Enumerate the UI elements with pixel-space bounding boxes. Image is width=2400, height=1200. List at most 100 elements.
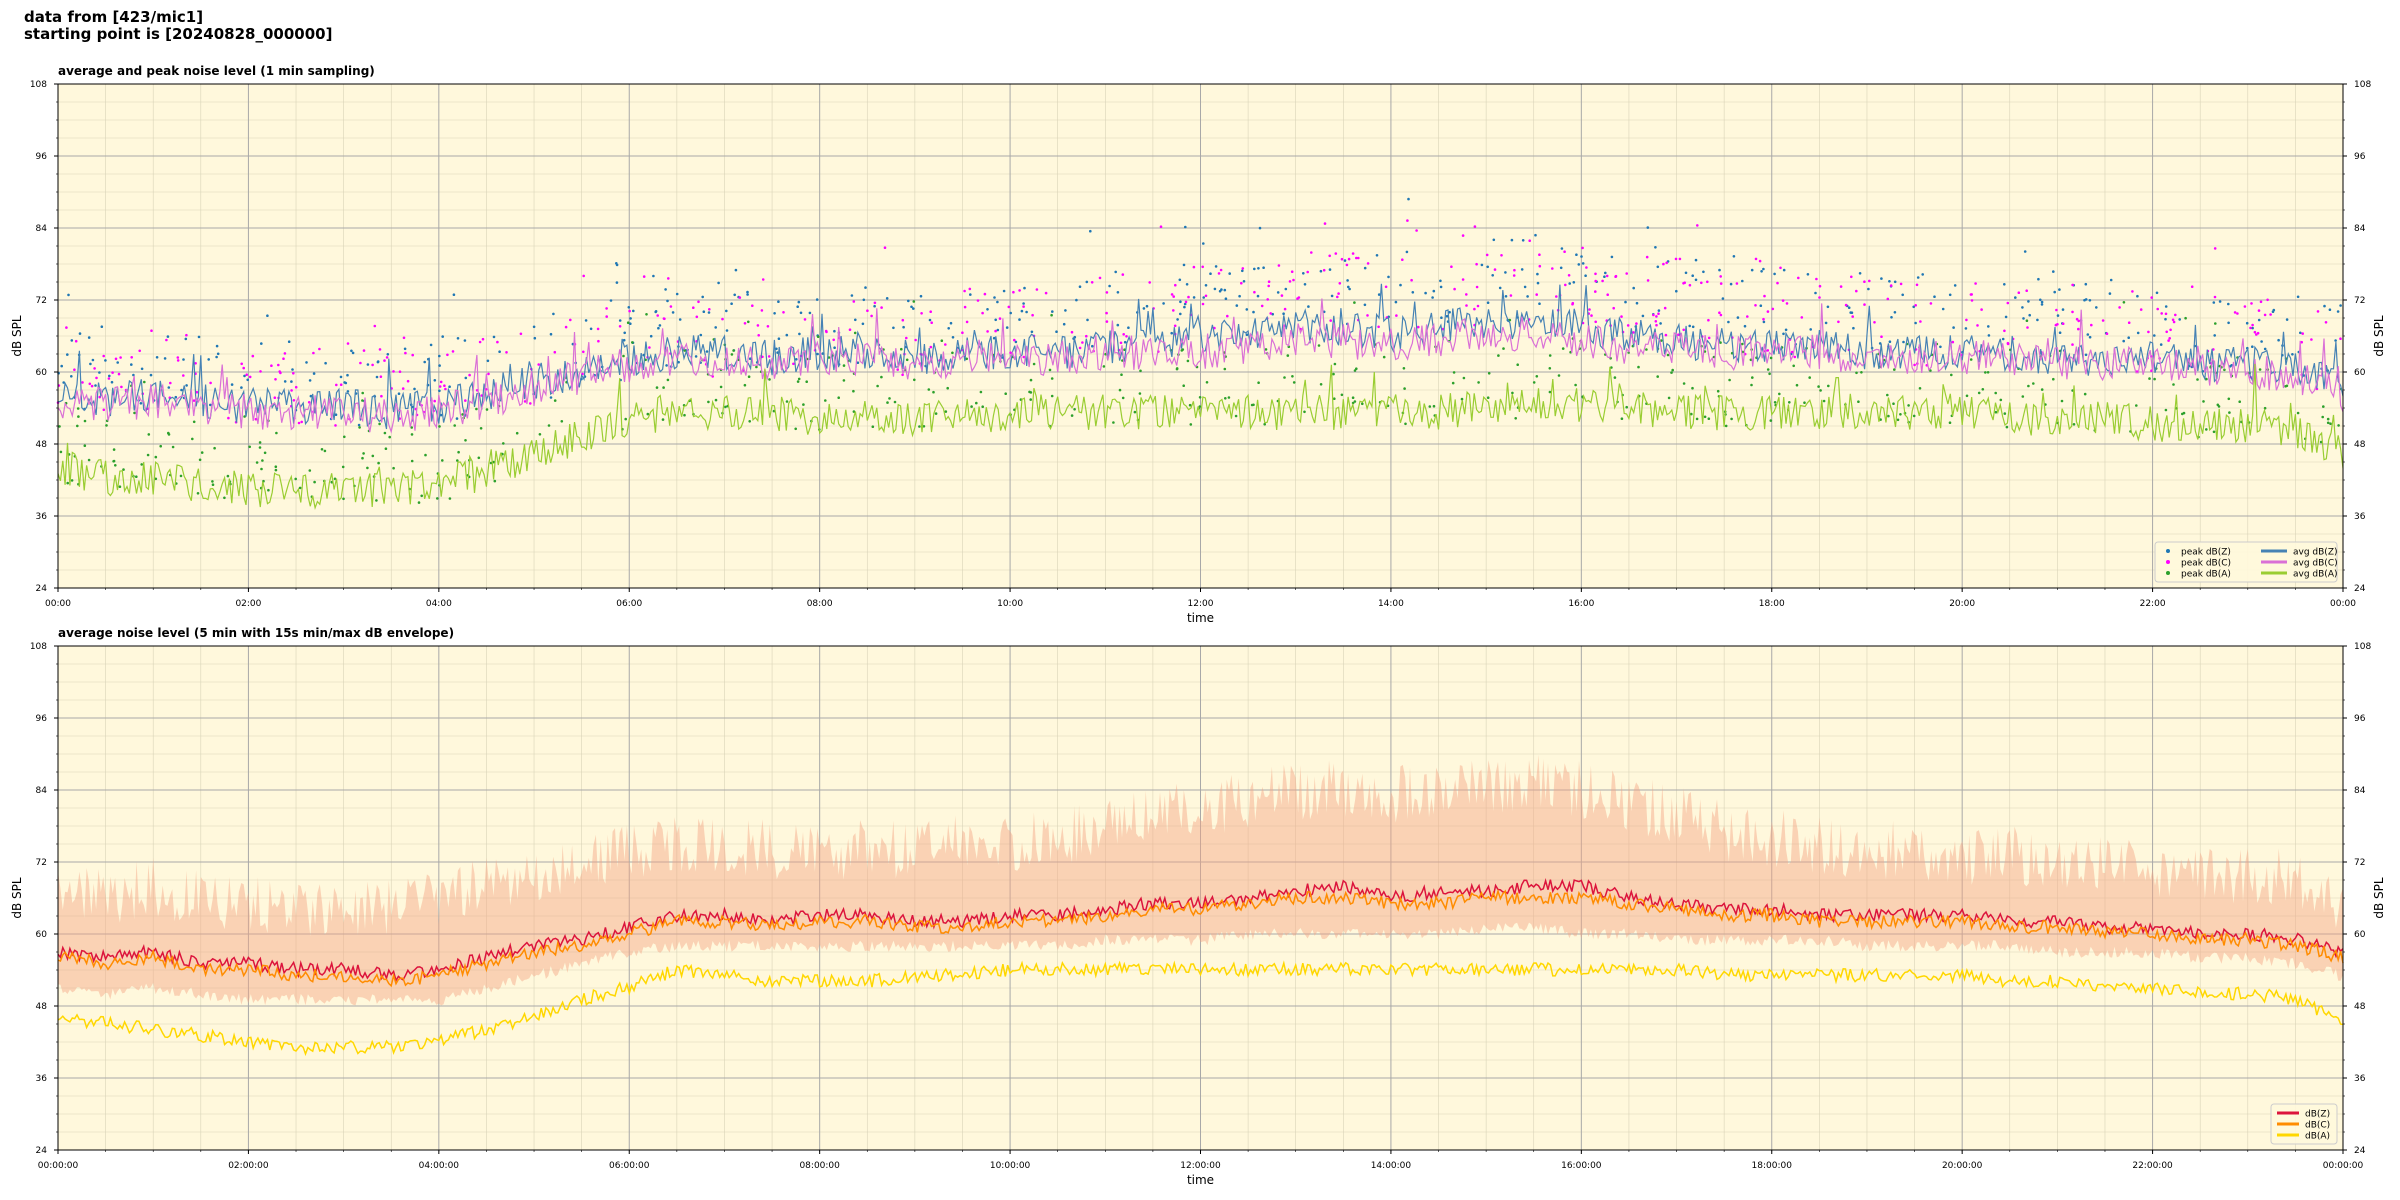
peak-point (346, 342, 350, 345)
peak-point (1564, 283, 1567, 287)
peak-point (401, 387, 405, 390)
x-tick-label: 04:00:00 (419, 1161, 460, 1171)
peak-point (1465, 293, 1468, 296)
peak-point (1351, 252, 1355, 255)
peak-point (714, 398, 718, 402)
peak-point (1523, 285, 1527, 289)
peak-point (211, 483, 215, 487)
line-series-4 (57, 283, 2344, 430)
peak-point (1969, 358, 1973, 361)
peak-point (1122, 333, 1125, 336)
peak-point (2263, 313, 2267, 317)
peak-point (1256, 294, 1260, 298)
peak-point (397, 392, 401, 396)
peak-point (1718, 311, 1721, 315)
peak-point (333, 477, 337, 481)
peak-point (248, 375, 252, 379)
peak-point (552, 312, 555, 316)
x-axis-ticks: 00:00 02:00 04:00 06:00 08:00 10:00 12:00 14:00… (45, 588, 2356, 609)
peak-point (1886, 393, 1889, 397)
peak-point (2147, 330, 2150, 334)
peak-point (323, 449, 327, 453)
chart-panel-2: 24 24 36 36 48 48 60 60 72 72 84 84 96 96 108 108 00:00:… (10, 626, 2386, 1187)
peak-point (1475, 285, 1479, 289)
peak-point (649, 334, 653, 338)
peak-point (1847, 306, 1851, 310)
peak-point (1357, 256, 1360, 260)
line-series-5 (57, 298, 2344, 434)
x-tick-label: 00:00:00 (38, 1161, 79, 1171)
peak-point (677, 360, 680, 364)
peak-point (852, 410, 856, 413)
peak-point (1741, 279, 1744, 283)
peak-point (930, 321, 933, 325)
peak-point (1746, 315, 1749, 318)
peak-point (1571, 302, 1574, 306)
peak-point (880, 375, 883, 379)
line-series-3 (57, 960, 2344, 1057)
peak-point (1031, 313, 1034, 317)
peak-point (1682, 382, 1686, 385)
peak-point (2205, 377, 2208, 381)
peak-point (1682, 282, 1685, 285)
peak-point (439, 380, 443, 384)
peak-point (2299, 331, 2302, 335)
peak-point (457, 450, 460, 454)
peak-point (816, 335, 820, 339)
peak-point (1814, 291, 1817, 295)
peak-point (1286, 354, 1290, 357)
peak-point (2227, 321, 2230, 325)
peak-point (1242, 280, 1246, 283)
peak-point (1889, 284, 1893, 287)
peak-point (652, 274, 655, 278)
peak-point (159, 444, 162, 448)
peak-point (87, 458, 91, 462)
peak-point (1976, 324, 1979, 327)
peak-point (1914, 304, 1917, 307)
peak-point (615, 281, 619, 284)
peak-point (1462, 376, 1466, 380)
peak-point (1182, 384, 1185, 388)
peak-point (1050, 313, 1053, 317)
peak-point (1241, 267, 1245, 270)
peak-point (777, 300, 780, 304)
peak-point (1646, 226, 1650, 229)
peak-point (852, 300, 856, 303)
peak-point (1768, 372, 1771, 376)
peak-point (1176, 318, 1179, 321)
peak-point (278, 370, 282, 373)
peak-point (455, 417, 459, 420)
peak-point (656, 314, 659, 317)
peak-point (277, 363, 280, 367)
peak-point (1521, 239, 1525, 242)
peak-point (1363, 303, 1367, 307)
peak-point (2310, 338, 2313, 341)
peak-point (371, 454, 375, 458)
peak-point (404, 351, 407, 355)
peak-point (230, 383, 234, 386)
peak-point (2285, 318, 2289, 321)
peak-point (107, 377, 111, 380)
peak-point (2329, 422, 2332, 426)
peak-point (1803, 401, 1806, 405)
peak-point (1534, 233, 1537, 237)
peak-point (1538, 302, 1541, 306)
x-tick-label: 08:00 (807, 599, 833, 609)
peak-point (873, 304, 876, 308)
peak-point (1844, 303, 1848, 307)
peak-point (392, 466, 395, 470)
legend-label: peak dB(C) (2181, 559, 2231, 569)
peak-point (1029, 378, 1033, 382)
peak-point (748, 420, 751, 423)
peak-point (318, 347, 321, 351)
peak-point (1411, 291, 1415, 294)
peak-point (443, 384, 446, 388)
peak-point (1402, 367, 1406, 370)
peak-point (227, 416, 230, 420)
peak-point (378, 348, 382, 351)
peak-point (1914, 321, 1917, 325)
peak-point (1209, 272, 1212, 276)
peak-point (102, 354, 105, 358)
peak-point (1662, 262, 1665, 266)
peak-point (1512, 274, 1516, 277)
